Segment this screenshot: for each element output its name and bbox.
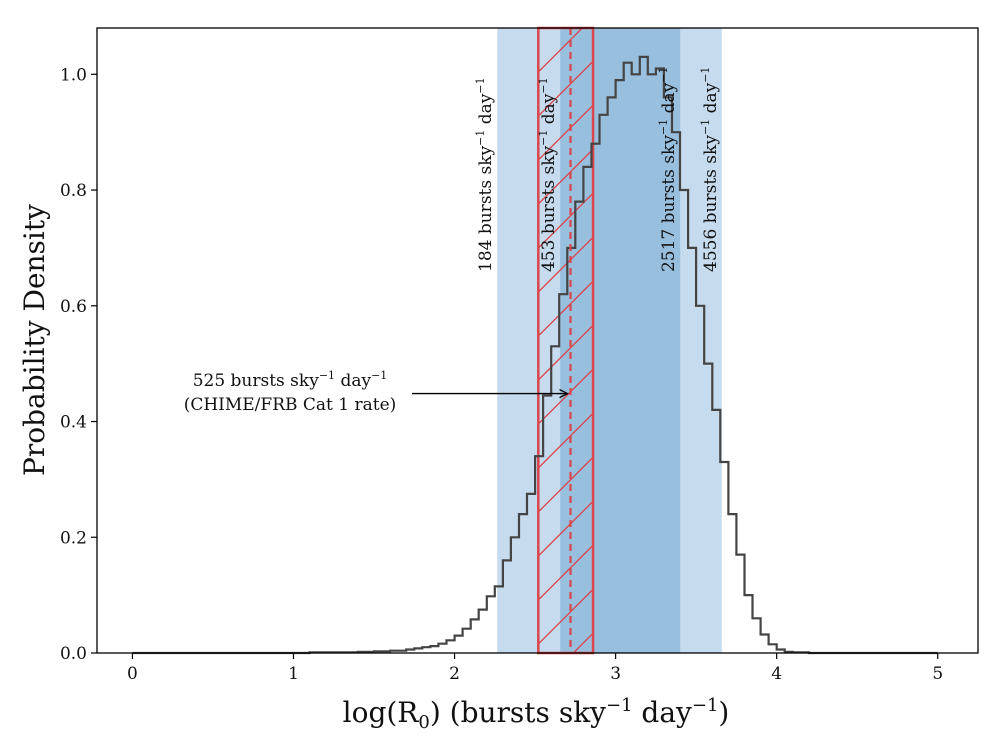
credible-interval-bands bbox=[497, 28, 722, 653]
hatch-line bbox=[538, 500, 594, 557]
y-tick-label: 0.8 bbox=[60, 181, 87, 201]
x-tick-label: 5 bbox=[932, 664, 943, 684]
band-edge-labels: 184 bursts sky−1 day−1 453 bursts sky−1 d… bbox=[474, 67, 721, 272]
hatch-line bbox=[538, 236, 594, 293]
hatch-line bbox=[538, 28, 540, 29]
hatch-line bbox=[538, 588, 594, 645]
histogram-line bbox=[132, 55, 938, 655]
x-axis-ticks: 0 1 2 3 4 5 bbox=[127, 653, 943, 684]
hatch-line bbox=[538, 324, 594, 381]
hatch-line bbox=[538, 148, 594, 205]
hatch-line bbox=[538, 368, 594, 425]
x-tick-label: 2 bbox=[449, 664, 460, 684]
hatch-line bbox=[572, 632, 594, 653]
x-tick-label: 1 bbox=[288, 664, 299, 684]
band-edge-label: 4556 bursts sky−1 day−1 bbox=[699, 67, 721, 272]
y-axis-title: Probability Density bbox=[18, 204, 51, 476]
hatch-line bbox=[538, 456, 594, 513]
hatch-lines bbox=[538, 28, 594, 653]
x-tick-label: 0 bbox=[127, 664, 138, 684]
annotation-line1: 525 bursts sky−1 day−1 bbox=[193, 369, 388, 391]
hatch-line bbox=[538, 280, 594, 337]
hatch-line bbox=[538, 60, 594, 117]
x-axis-title: log(R0) (bursts sky−1 day−1) bbox=[343, 695, 730, 733]
hatch-line bbox=[538, 544, 594, 601]
y-tick-label: 0.4 bbox=[60, 413, 87, 433]
hatch-line bbox=[538, 412, 594, 469]
plot-frame bbox=[96, 27, 979, 654]
band-edge-label: 184 bursts sky−1 day−1 bbox=[474, 77, 496, 272]
y-tick-label: 1.0 bbox=[60, 65, 87, 85]
band-edge-label: 453 bursts sky−1 day−1 bbox=[537, 77, 559, 272]
band-1 bbox=[560, 28, 681, 653]
hatch-line bbox=[538, 104, 594, 161]
x-tick-label: 3 bbox=[610, 664, 621, 684]
y-axis-ticks: 0.0 0.2 0.4 0.6 0.8 1.0 bbox=[60, 65, 97, 664]
annotation-arrowhead bbox=[559, 389, 569, 399]
cat1-annotation: 525 bursts sky−1 day−1 (CHIME/FRB Cat 1 … bbox=[184, 369, 569, 415]
x-tick-label: 4 bbox=[771, 664, 782, 684]
y-tick-label: 0.0 bbox=[60, 644, 87, 664]
annotation-line2: (CHIME/FRB Cat 1 rate) bbox=[184, 395, 397, 415]
y-tick-label: 0.2 bbox=[60, 528, 87, 548]
hatch-line bbox=[538, 28, 584, 73]
band-edge-label: 2517 bursts sky−1 day−1 bbox=[657, 67, 679, 272]
y-tick-label: 0.6 bbox=[60, 297, 87, 317]
